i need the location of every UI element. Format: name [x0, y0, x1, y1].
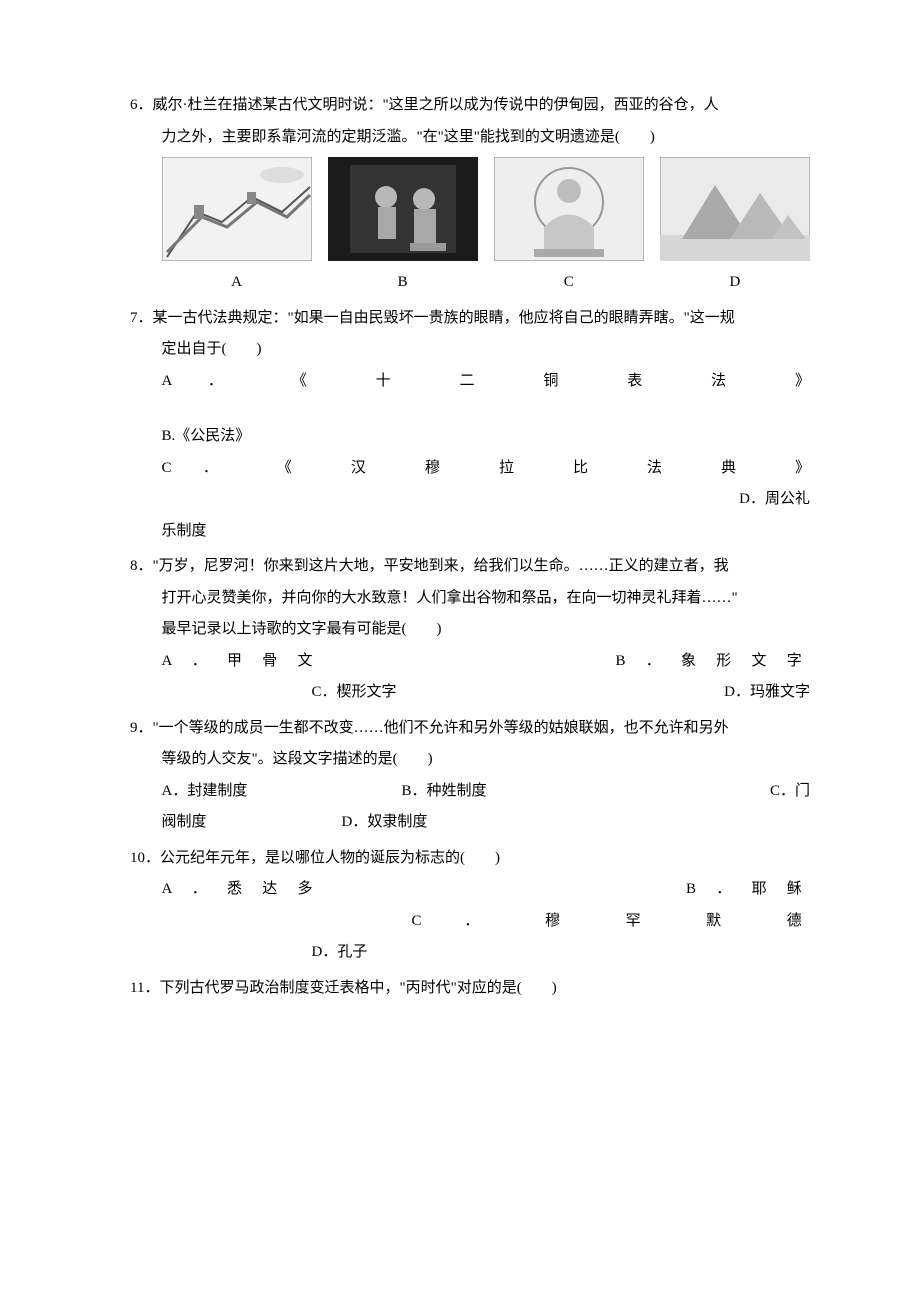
q6-image-b: B: [328, 157, 478, 299]
q8-option-c: C．楔形文字: [312, 677, 397, 709]
q8-options-ab: A ． 甲 骨 文 B ． 象 形 文 字: [130, 646, 810, 678]
q9-option-c2: 阀制度: [162, 807, 342, 839]
q8-text1: "万岁，尼罗河！你来到这片大地，平安地到来，给我们以生命。……正义的建立者，我: [153, 558, 729, 574]
q10-option-a: A ． 悉 达 多: [162, 874, 321, 906]
q11-number: 11．: [130, 980, 159, 996]
q7-stem-line1: 7．某一古代法典规定："如果一自由民毁坏一贵族的眼睛，他应将自己的眼睛弄瞎。"这…: [130, 303, 810, 335]
q9-text1: "一个等级的成员一生都不改变……他们不允许和另外等级的姑娘联姻，也不允许和另外: [153, 720, 729, 736]
q7-option-d: D．周公礼: [130, 484, 810, 516]
q6-label-b: B: [398, 267, 408, 299]
q10-option-c: C ． 穆 罕 默 德: [412, 906, 811, 938]
q10-options-c-row: C ． 穆 罕 默 德: [130, 906, 810, 938]
q6-label-a: A: [231, 267, 242, 299]
q6-stem-line1: 6．威尔·杜兰在描述某古代文明时说："这里之所以成为传说中的伊甸园，西亚的谷仓，…: [130, 90, 810, 122]
q9-number: 9．: [130, 720, 153, 736]
q6-image-a: A: [162, 157, 312, 299]
q10-options-ab: A ． 悉 达 多 B ． 耶 稣: [130, 874, 810, 906]
q8-option-b: B ． 象 形 文 字: [615, 646, 810, 678]
q9-stem-line2: 等级的人交友"。这段文字描述的是( ): [130, 744, 810, 776]
q10-options-d-row: D．孔子: [130, 937, 810, 969]
q6-image-d: D: [660, 157, 810, 299]
q8-option-d: D．玛雅文字: [724, 677, 810, 709]
q10-option-b: B ． 耶 稣: [686, 874, 810, 906]
q9-option-b: B．种姓制度: [402, 776, 642, 808]
question-8: 8．"万岁，尼罗河！你来到这片大地，平安地到来，给我们以生命。……正义的建立者，…: [130, 551, 810, 709]
q8-options-cd: C．楔形文字 D．玛雅文字: [130, 677, 810, 709]
question-6: 6．威尔·杜兰在描述某古代文明时说："这里之所以成为传说中的伊甸园，西亚的谷仓，…: [130, 90, 810, 299]
q8-stem-line3: 最早记录以上诗歌的文字最有可能是( ): [130, 614, 810, 646]
q9-option-a: A．封建制度: [162, 776, 402, 808]
q9-option-d: D．奴隶制度: [342, 807, 428, 839]
q10-number: 10．: [130, 850, 160, 866]
q6-stem-line2: 力之外，主要即系靠河流的定期泛滥。"在"这里"能找到的文明遗迹是( ): [130, 122, 810, 154]
pyramids-icon: [660, 157, 810, 261]
q7-option-d2: 乐制度: [130, 516, 810, 548]
q7-text1: 某一古代法典规定："如果一自由民毁坏一贵族的眼睛，他应将自己的眼睛弄瞎。"这一规: [153, 310, 735, 326]
q6-text1: 威尔·杜兰在描述某古代文明时说："这里之所以成为传说中的伊甸园，西亚的谷仓，人: [153, 97, 719, 113]
q8-stem-line2: 打开心灵赞美你，并向你的大水致意！人们拿出谷物和祭品，在向一切神灵礼拜着……": [130, 583, 810, 615]
q7-option-b: B.《公民法》: [130, 421, 810, 453]
great-wall-icon: [162, 157, 312, 261]
q6-label-c: C: [564, 267, 574, 299]
q7-option-a: A ． 《 十 二 铜 表 法 》: [130, 366, 810, 398]
q11-stem: 11．下列古代罗马政治制度变迁表格中，"丙时代"对应的是( ): [130, 973, 810, 1005]
q10-stem: 10．公元纪年元年，是以哪位人物的诞辰为标志的( ): [130, 843, 810, 875]
buddha-icon: [494, 157, 644, 261]
q6-number: 6．: [130, 97, 153, 113]
q8-stem-line1: 8．"万岁，尼罗河！你来到这片大地，平安地到来，给我们以生命。……正义的建立者，…: [130, 551, 810, 583]
q9-stem-line1: 9．"一个等级的成员一生都不改变……他们不允许和另外等级的姑娘联姻，也不允许和另…: [130, 713, 810, 745]
q11-text: 下列古代罗马政治制度变迁表格中，"丙时代"对应的是( ): [159, 980, 556, 996]
q7-option-c: C ． 《 汉 穆 拉 比 法 典 》: [130, 453, 810, 485]
q9-options-c2d: 阀制度 D．奴隶制度: [130, 807, 810, 839]
stele-icon: [328, 157, 478, 261]
question-9: 9．"一个等级的成员一生都不改变……他们不允许和另外等级的姑娘联姻，也不允许和另…: [130, 713, 810, 839]
spacer: [130, 397, 810, 421]
q7-stem-line2: 定出自于( ): [130, 334, 810, 366]
question-7: 7．某一古代法典规定："如果一自由民毁坏一贵族的眼睛，他应将自己的眼睛弄瞎。"这…: [130, 303, 810, 548]
q6-image-c: C: [494, 157, 644, 299]
q10-text: 公元纪年元年，是以哪位人物的诞辰为标志的( ): [160, 850, 500, 866]
q8-option-a: A ． 甲 骨 文: [162, 646, 321, 678]
question-10: 10．公元纪年元年，是以哪位人物的诞辰为标志的( ) A ． 悉 达 多 B ．…: [130, 843, 810, 969]
q6-label-d: D: [730, 267, 741, 299]
q6-images-row: A B C: [130, 153, 810, 299]
q9-options-abc: A．封建制度 B．种姓制度 C．门: [130, 776, 810, 808]
q8-number: 8．: [130, 558, 153, 574]
question-11: 11．下列古代罗马政治制度变迁表格中，"丙时代"对应的是( ): [130, 973, 810, 1005]
q10-option-d: D．孔子: [312, 937, 368, 969]
q9-option-c: C．门: [642, 776, 811, 808]
q7-number: 7．: [130, 310, 153, 326]
